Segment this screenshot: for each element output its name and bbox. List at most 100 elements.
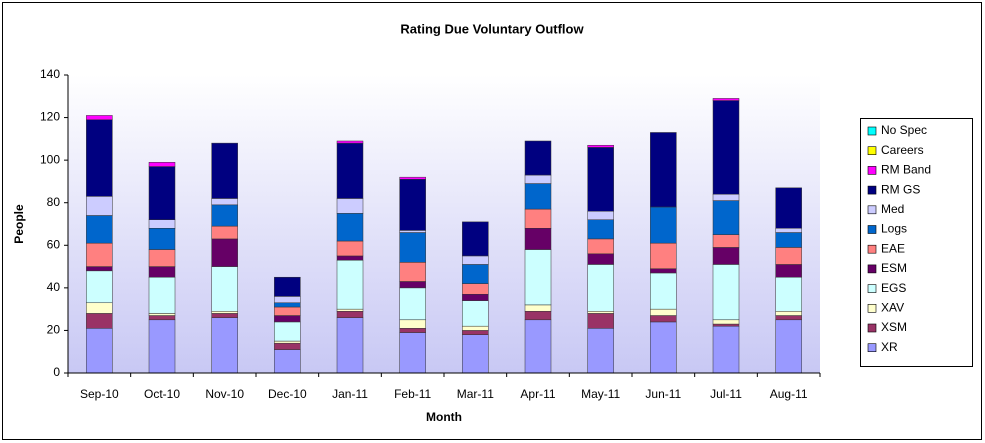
bar-segment	[274, 306, 301, 316]
bar-segment	[775, 247, 802, 265]
bar-segment	[274, 276, 301, 297]
legend-swatch	[867, 244, 877, 254]
bar-segment	[86, 328, 113, 374]
x-tick-label: Aug-11	[770, 387, 808, 401]
legend-swatch	[867, 205, 877, 215]
bar-segment	[775, 228, 802, 233]
bar-segment	[399, 319, 426, 329]
bar-segment	[462, 330, 489, 335]
legend-label: Logs	[881, 222, 907, 236]
bar-segment	[86, 215, 113, 244]
x-tick-label: Jul-11	[710, 387, 742, 401]
bar-segment	[524, 174, 552, 184]
bar-segment	[211, 317, 238, 374]
bar-segment	[148, 315, 176, 321]
bar-segment	[274, 321, 301, 342]
bar-segment	[462, 334, 489, 374]
bar-segment	[775, 232, 802, 248]
bar-segment	[211, 204, 238, 227]
bar-segment	[148, 313, 176, 316]
bar-segment	[336, 255, 364, 261]
bar-segment	[211, 238, 238, 267]
bar-segment	[775, 276, 802, 312]
x-tick-label: Jun-11	[645, 387, 681, 401]
legend-swatch	[867, 146, 877, 155]
bar-segment	[587, 144, 614, 148]
bar-segment	[336, 311, 364, 318]
legend-label: EAE	[881, 241, 905, 255]
bar-segment	[775, 264, 802, 278]
y-tick-label: 100	[40, 152, 60, 166]
bar-segment	[86, 119, 113, 197]
bar-segment	[462, 300, 489, 327]
plot-area	[68, 75, 820, 373]
bar-segment	[148, 276, 176, 314]
x-tick-label: Sep-10	[80, 387, 119, 401]
x-tick-label: Apr-11	[520, 387, 555, 401]
bar-segment	[712, 100, 740, 195]
bar-segment	[399, 328, 426, 333]
bar-segment	[712, 234, 740, 248]
legend-swatch	[867, 126, 877, 136]
bar-segment	[587, 264, 614, 312]
bar-segment	[587, 238, 614, 255]
bar-segment	[211, 198, 238, 206]
bar-segment	[524, 228, 552, 250]
legend-label: XSM	[881, 320, 907, 334]
bar-segment	[86, 302, 113, 314]
bar-segment	[211, 225, 238, 240]
bar-segment	[148, 166, 176, 220]
bar-segment	[148, 266, 176, 278]
bar-segment	[462, 293, 489, 301]
bar-segment	[587, 210, 614, 220]
bar-segment	[587, 311, 614, 314]
bar-segment	[587, 147, 614, 212]
x-tick-label: Nov-10	[205, 387, 244, 401]
bar-segment	[148, 249, 176, 267]
bar-segment	[399, 281, 426, 289]
bar-segment	[336, 198, 364, 214]
x-tick-label: Dec-10	[268, 387, 307, 401]
bar-segment	[524, 311, 552, 321]
bar-segment	[86, 313, 113, 329]
bar-segment	[399, 262, 426, 282]
bar-segment	[775, 315, 802, 321]
bar-segment	[524, 249, 552, 306]
bar-segment	[712, 98, 740, 101]
bar-segment	[148, 319, 176, 374]
bar-segment	[399, 332, 426, 374]
legend-swatch	[867, 323, 877, 333]
bar-segment	[650, 308, 677, 316]
legend-swatch	[867, 343, 877, 353]
legend-label: RM GS	[881, 182, 920, 196]
legend-swatch	[867, 303, 877, 313]
bar-segment	[587, 328, 614, 374]
bar-segment	[211, 142, 238, 199]
legend-label: XR	[881, 340, 898, 354]
bar-segment	[775, 311, 802, 316]
bar-segment	[712, 323, 740, 327]
legend-swatch	[867, 264, 877, 274]
bar-segment	[650, 272, 677, 310]
bar-segment	[336, 142, 364, 199]
y-tick-label: 0	[53, 365, 60, 379]
bar-segment	[462, 283, 489, 295]
legend-label: EGS	[881, 281, 906, 295]
legend-swatch	[867, 284, 877, 293]
bar-segment	[399, 179, 426, 231]
y-tick-label: 120	[40, 110, 60, 124]
bar-segment	[462, 264, 489, 284]
bar-segment	[148, 228, 176, 250]
bar-segment	[148, 219, 176, 229]
bar-segment	[86, 196, 113, 216]
bar-segment	[148, 162, 176, 167]
bar-segment	[399, 176, 426, 180]
legend-label: RM Band	[881, 163, 931, 177]
bar-segment	[86, 266, 113, 272]
legend-swatch	[867, 225, 877, 234]
bar-segment	[274, 296, 301, 304]
bar-segment	[86, 242, 113, 267]
bar-segment	[524, 319, 552, 374]
bar-segment	[211, 266, 238, 312]
